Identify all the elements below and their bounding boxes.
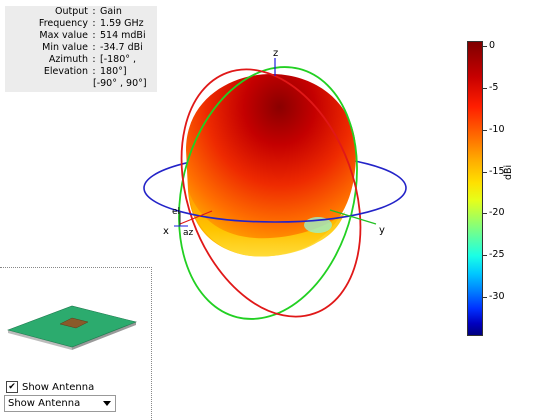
info-row-elevation: Elevation:180°] bbox=[43, 66, 127, 77]
colorbar-label: -20 bbox=[489, 207, 505, 218]
colorbar-tick-0 bbox=[483, 46, 487, 47]
show-antenna-checkbox-label: Show Antenna bbox=[22, 381, 95, 393]
antenna-view-dropdown[interactable]: Show Antenna bbox=[4, 395, 116, 412]
elevation-cut-red bbox=[180, 68, 362, 318]
colorbar-tick-6 bbox=[483, 297, 487, 298]
antenna-ground-plane-side bbox=[8, 330, 72, 350]
pattern-info-panel: Output: Gain Frequency:1.59 GHz Max value… bbox=[5, 6, 157, 92]
colorbar-tick-2 bbox=[483, 130, 487, 131]
colorbar-label: -5 bbox=[489, 82, 499, 93]
info-row-max-value: Max value:514 mdBi bbox=[39, 30, 146, 41]
x-axis-label: x bbox=[163, 226, 169, 237]
show-antenna-checkbox-row[interactable]: ✔ Show Antenna bbox=[6, 381, 94, 393]
info-row-frequency: Frequency:1.59 GHz bbox=[38, 18, 144, 29]
colorbar-tick-4 bbox=[483, 213, 487, 214]
info-row-output: Output: Gain bbox=[55, 6, 122, 17]
info-row-min-value: Min value: -34.7 dBi bbox=[42, 42, 143, 53]
y-axis-label: y bbox=[379, 225, 385, 236]
colorbar-unit-label: dBi bbox=[503, 164, 514, 180]
show-antenna-checkbox[interactable]: ✔ bbox=[6, 381, 18, 393]
colorbar-tick-3 bbox=[483, 172, 487, 173]
az-label: az bbox=[183, 228, 194, 238]
colorbar-label: 0 bbox=[489, 40, 496, 51]
info-row-range-continuation: [-90° , 90°] bbox=[93, 78, 147, 89]
radiation-lobe bbox=[186, 74, 356, 257]
gain-colorbar bbox=[467, 41, 483, 336]
azimuth-cut-front bbox=[143, 187, 407, 223]
x-axis-line bbox=[179, 210, 213, 225]
chevron-down-icon bbox=[103, 401, 111, 406]
info-row-azimuth: Azimuth: [-180° , bbox=[48, 54, 137, 65]
antenna-patch bbox=[59, 317, 89, 329]
colorbar-label: -15 bbox=[489, 166, 505, 177]
y-axis-line bbox=[329, 209, 377, 225]
antenna-ground-plane-side-right bbox=[72, 322, 136, 350]
elevation-cut-green bbox=[178, 66, 358, 320]
el-label: el bbox=[172, 207, 180, 217]
radiation-lobe-lower bbox=[188, 190, 345, 257]
colorbar-tick-5 bbox=[483, 255, 487, 256]
z-axis-label: z bbox=[273, 48, 278, 59]
colorbar-label: -10 bbox=[489, 124, 505, 135]
colorbar-label: -30 bbox=[489, 291, 505, 302]
antenna-view-dropdown-value: Show Antenna bbox=[8, 398, 81, 409]
colorbar-label: -25 bbox=[489, 249, 505, 260]
colorbar-tick-1 bbox=[483, 88, 487, 89]
antenna-preview-panel bbox=[0, 267, 152, 420]
